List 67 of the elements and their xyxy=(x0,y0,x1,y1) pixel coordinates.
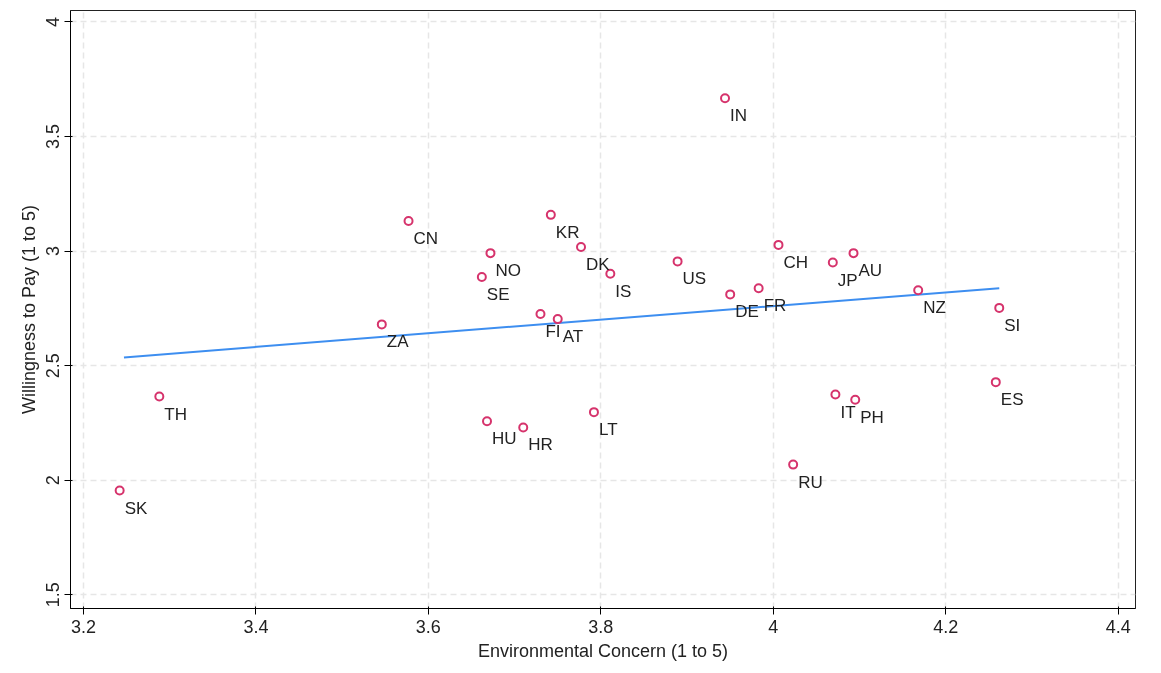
point xyxy=(576,241,587,252)
point xyxy=(725,289,736,300)
point xyxy=(990,377,1001,388)
y-tick-label: 2.5 xyxy=(43,353,64,379)
y-axis-title: Willingness to Pay (1 to 5) xyxy=(18,204,39,415)
y-tick-label: 3.5 xyxy=(43,124,64,150)
point xyxy=(482,416,493,427)
y-tick-label: 2 xyxy=(43,475,64,486)
point xyxy=(154,391,165,402)
annotation: ES xyxy=(1000,390,1024,410)
annotation: IS xyxy=(615,281,632,301)
annotation: FI xyxy=(545,322,561,342)
point xyxy=(913,285,924,296)
x-tick-label: 4.2 xyxy=(933,616,959,637)
annotation: SK xyxy=(124,498,148,518)
y-tick-label: 3 xyxy=(43,246,64,257)
annotation: JP xyxy=(837,270,858,290)
annotation: CN xyxy=(413,229,439,249)
annotation: TH xyxy=(164,404,187,424)
point xyxy=(605,268,616,279)
x-tick-label: 3.2 xyxy=(70,616,96,637)
point xyxy=(535,309,546,320)
annotation: KR xyxy=(555,222,580,242)
x-tick-label: 3.4 xyxy=(243,616,269,637)
annotation: CH xyxy=(783,252,809,272)
point xyxy=(518,422,529,433)
point xyxy=(994,302,1005,313)
point xyxy=(114,485,125,496)
annotation: AU xyxy=(858,261,883,281)
point xyxy=(376,319,387,330)
point xyxy=(588,407,599,418)
annotation: ZA xyxy=(386,332,410,352)
x-tick-label: 3.6 xyxy=(415,616,441,637)
point xyxy=(485,248,496,259)
annotation: HR xyxy=(528,435,553,455)
point xyxy=(545,209,556,220)
point xyxy=(827,257,838,268)
point xyxy=(720,93,731,104)
annotation: HU xyxy=(492,429,517,449)
point xyxy=(672,256,683,267)
annotation: IT xyxy=(840,402,856,422)
y-tick-label: 4 xyxy=(43,16,64,27)
x-tick-label: 4.4 xyxy=(1105,616,1131,637)
point xyxy=(552,314,563,325)
point xyxy=(773,239,784,250)
point xyxy=(476,271,487,282)
x-tick-label: 4 xyxy=(768,616,779,637)
point xyxy=(848,248,859,259)
annotation: SI xyxy=(1004,315,1021,335)
point xyxy=(403,216,414,227)
annotation: AT xyxy=(562,327,584,347)
annotation: IN xyxy=(730,106,748,126)
point xyxy=(753,283,764,294)
y-tick-label: 1.5 xyxy=(43,582,64,608)
annotation: PH xyxy=(860,407,884,427)
annotation: LT xyxy=(598,420,618,440)
annotation: DK xyxy=(586,254,611,274)
point xyxy=(788,459,799,470)
x-tick-label: 3.8 xyxy=(588,616,614,637)
point xyxy=(830,389,841,400)
point xyxy=(850,394,861,405)
annotation: SE xyxy=(486,284,510,304)
annotation: NZ xyxy=(923,298,946,318)
annotation: US xyxy=(682,269,707,289)
annotation: NO xyxy=(495,261,521,281)
annotation: RU xyxy=(798,472,823,492)
x-axis-title: Environmental Concern (1 to 5) xyxy=(477,640,729,661)
